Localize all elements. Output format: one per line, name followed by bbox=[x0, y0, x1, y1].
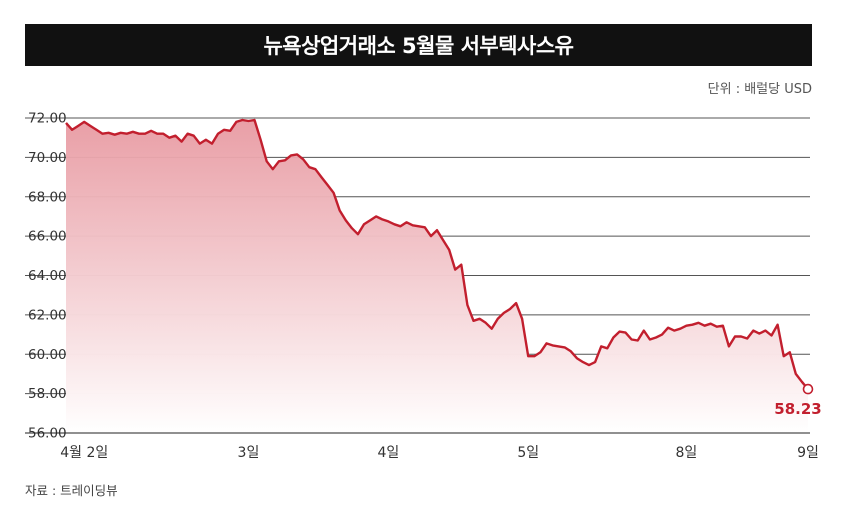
price-line bbox=[65, 118, 809, 390]
x-tick-label: 5일 bbox=[517, 445, 539, 461]
unit-label: 단위 : 배럴당 USD bbox=[707, 82, 812, 97]
x-axis-ticks: 4월 2일 3일 4일 5일 8일 9일 bbox=[60, 445, 819, 461]
x-tick-label: 4월 2일 bbox=[60, 445, 108, 461]
x-tick-label: 8일 bbox=[675, 445, 697, 461]
last-price-label: 58.23 bbox=[774, 400, 821, 418]
x-tick-label: 4일 bbox=[377, 445, 399, 461]
y-tick-label: 72.00 bbox=[28, 111, 67, 127]
x-tick-label: 3일 bbox=[238, 445, 260, 461]
last-price-point bbox=[802, 383, 814, 395]
y-tick-label: 60.00 bbox=[28, 347, 67, 363]
y-axis-ticks: 72.00 70.00 68.00 66.00 64.00 62.00 60.00 58.00… bbox=[28, 111, 67, 442]
x-tick-label: 9일 bbox=[797, 445, 819, 461]
y-tick-label: 62.00 bbox=[28, 307, 67, 323]
y-tick-label: 70.00 bbox=[28, 150, 67, 166]
y-tick-label: 58.00 bbox=[28, 386, 67, 402]
y-tick-label: 64.00 bbox=[28, 268, 67, 284]
price-area bbox=[66, 120, 808, 433]
y-tick-label: 66.00 bbox=[28, 229, 67, 245]
chart-title: 뉴욕상업거래소 5월물 서부텍사스유 bbox=[25, 24, 812, 66]
source-label: 자료 : 트레이딩뷰 bbox=[25, 483, 118, 498]
y-tick-label: 68.00 bbox=[28, 189, 67, 205]
